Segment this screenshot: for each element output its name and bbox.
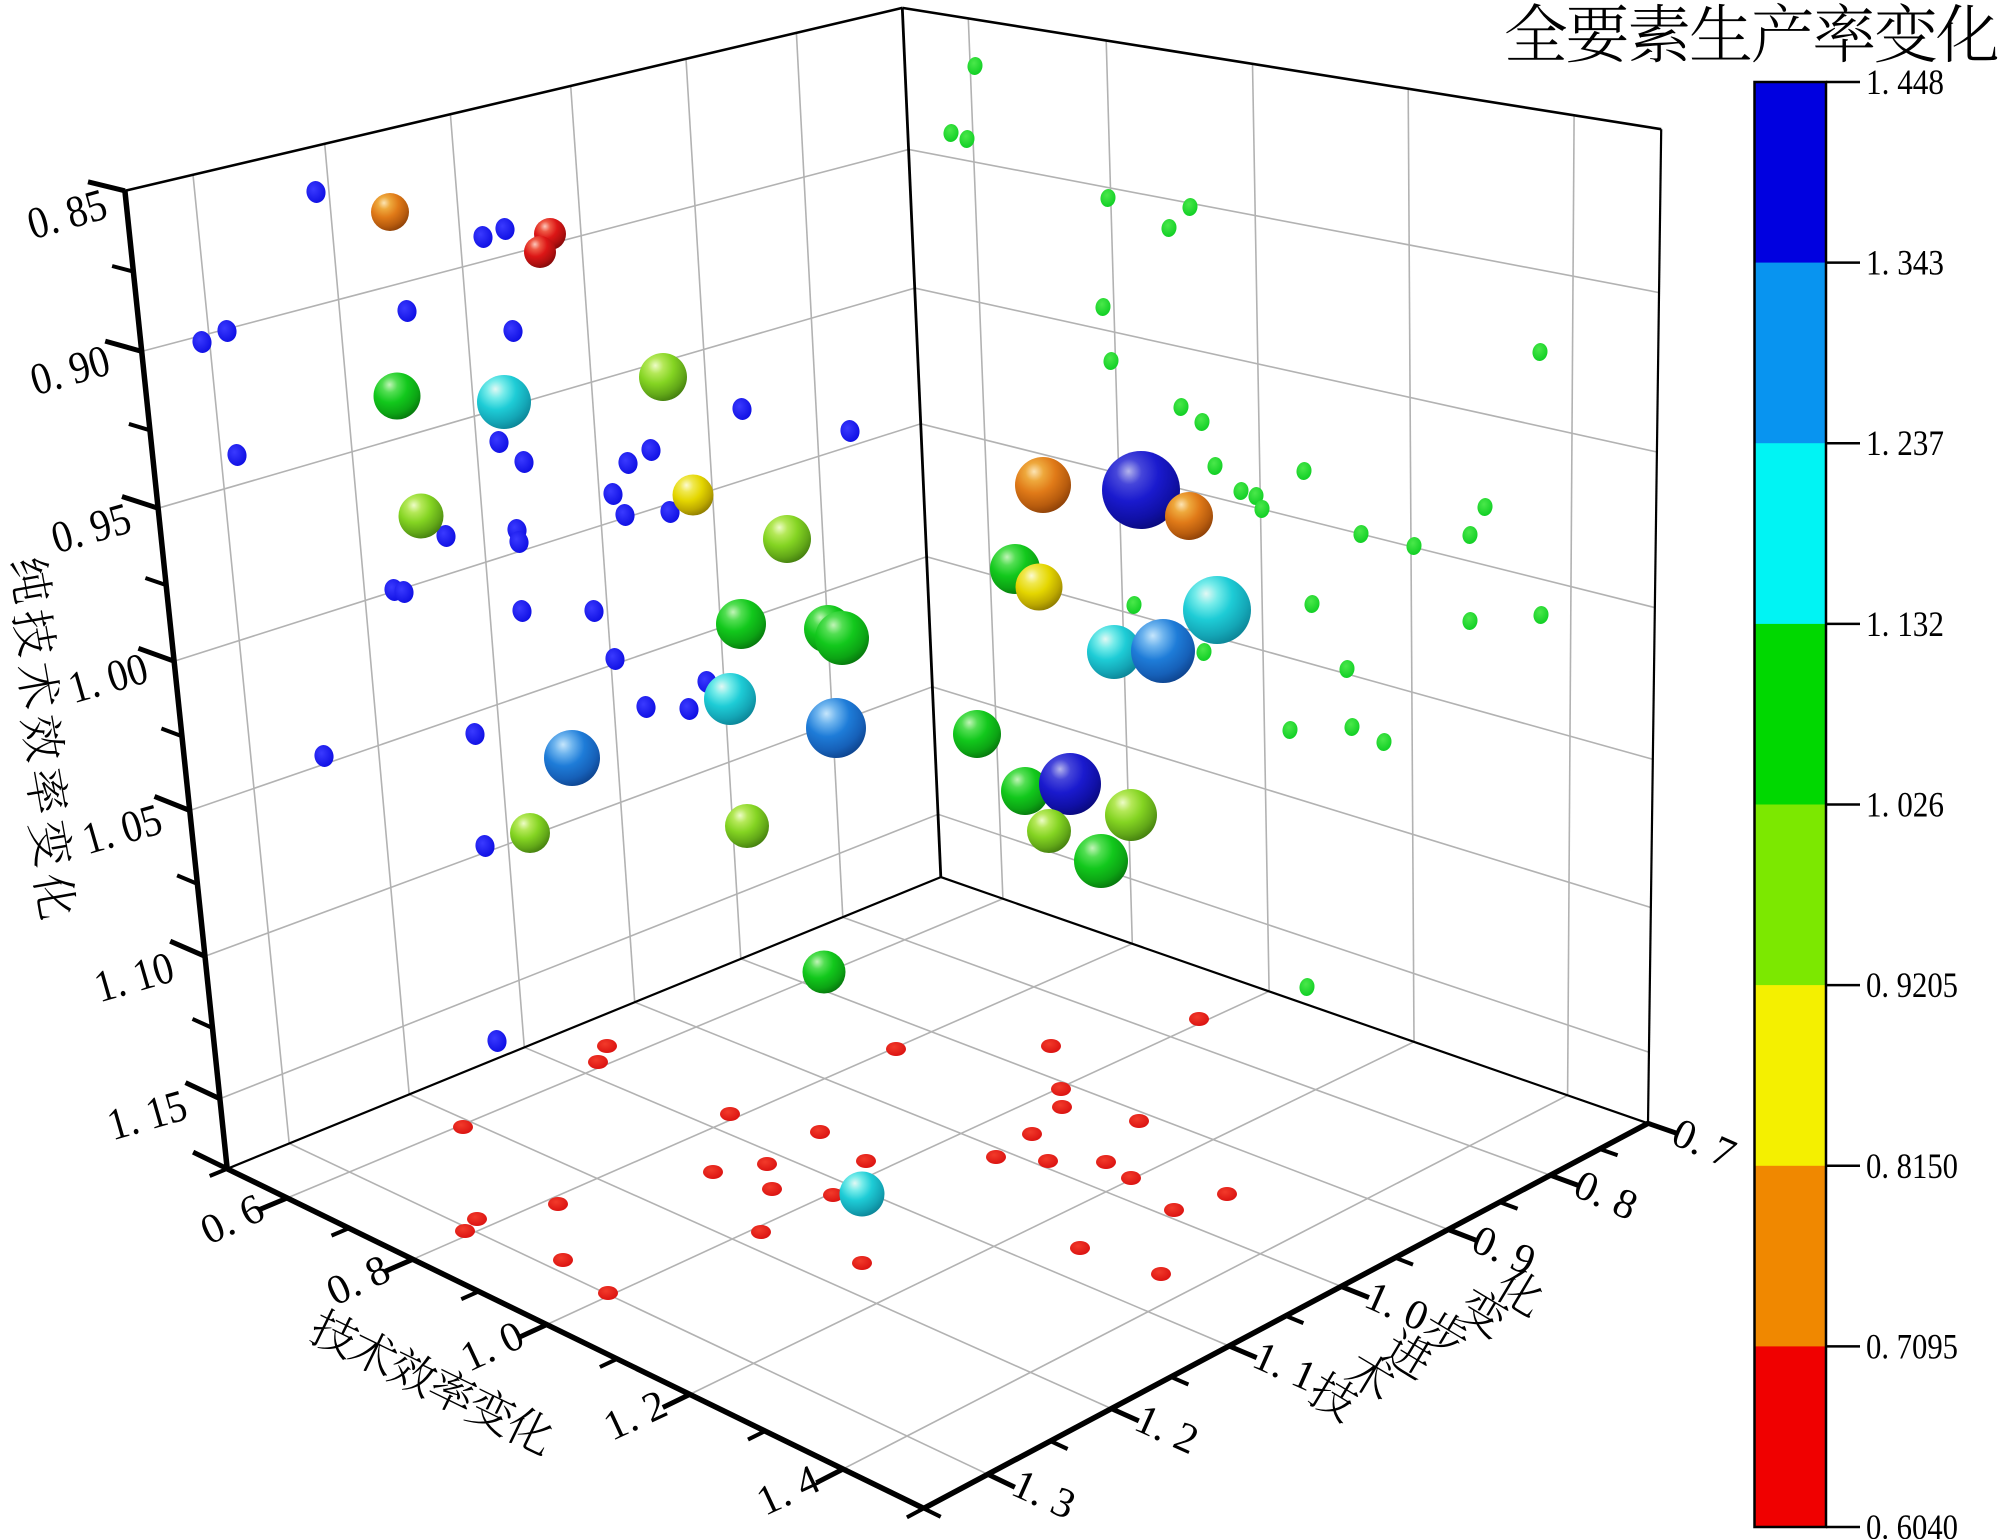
- svg-text:1. 132: 1. 132: [1866, 604, 1944, 644]
- svg-text:0. 9205: 0. 9205: [1866, 965, 1958, 1005]
- svg-text:1. 448: 1. 448: [1866, 62, 1944, 102]
- svg-text:0. 7095: 0. 7095: [1866, 1326, 1958, 1366]
- svg-text:1. 026: 1. 026: [1866, 785, 1944, 825]
- svg-text:1. 343: 1. 343: [1866, 243, 1944, 283]
- svg-text:0. 6040: 0. 6040: [1866, 1507, 1958, 1539]
- svg-text:1. 237: 1. 237: [1866, 423, 1944, 463]
- svg-text:0. 8150: 0. 8150: [1866, 1146, 1958, 1186]
